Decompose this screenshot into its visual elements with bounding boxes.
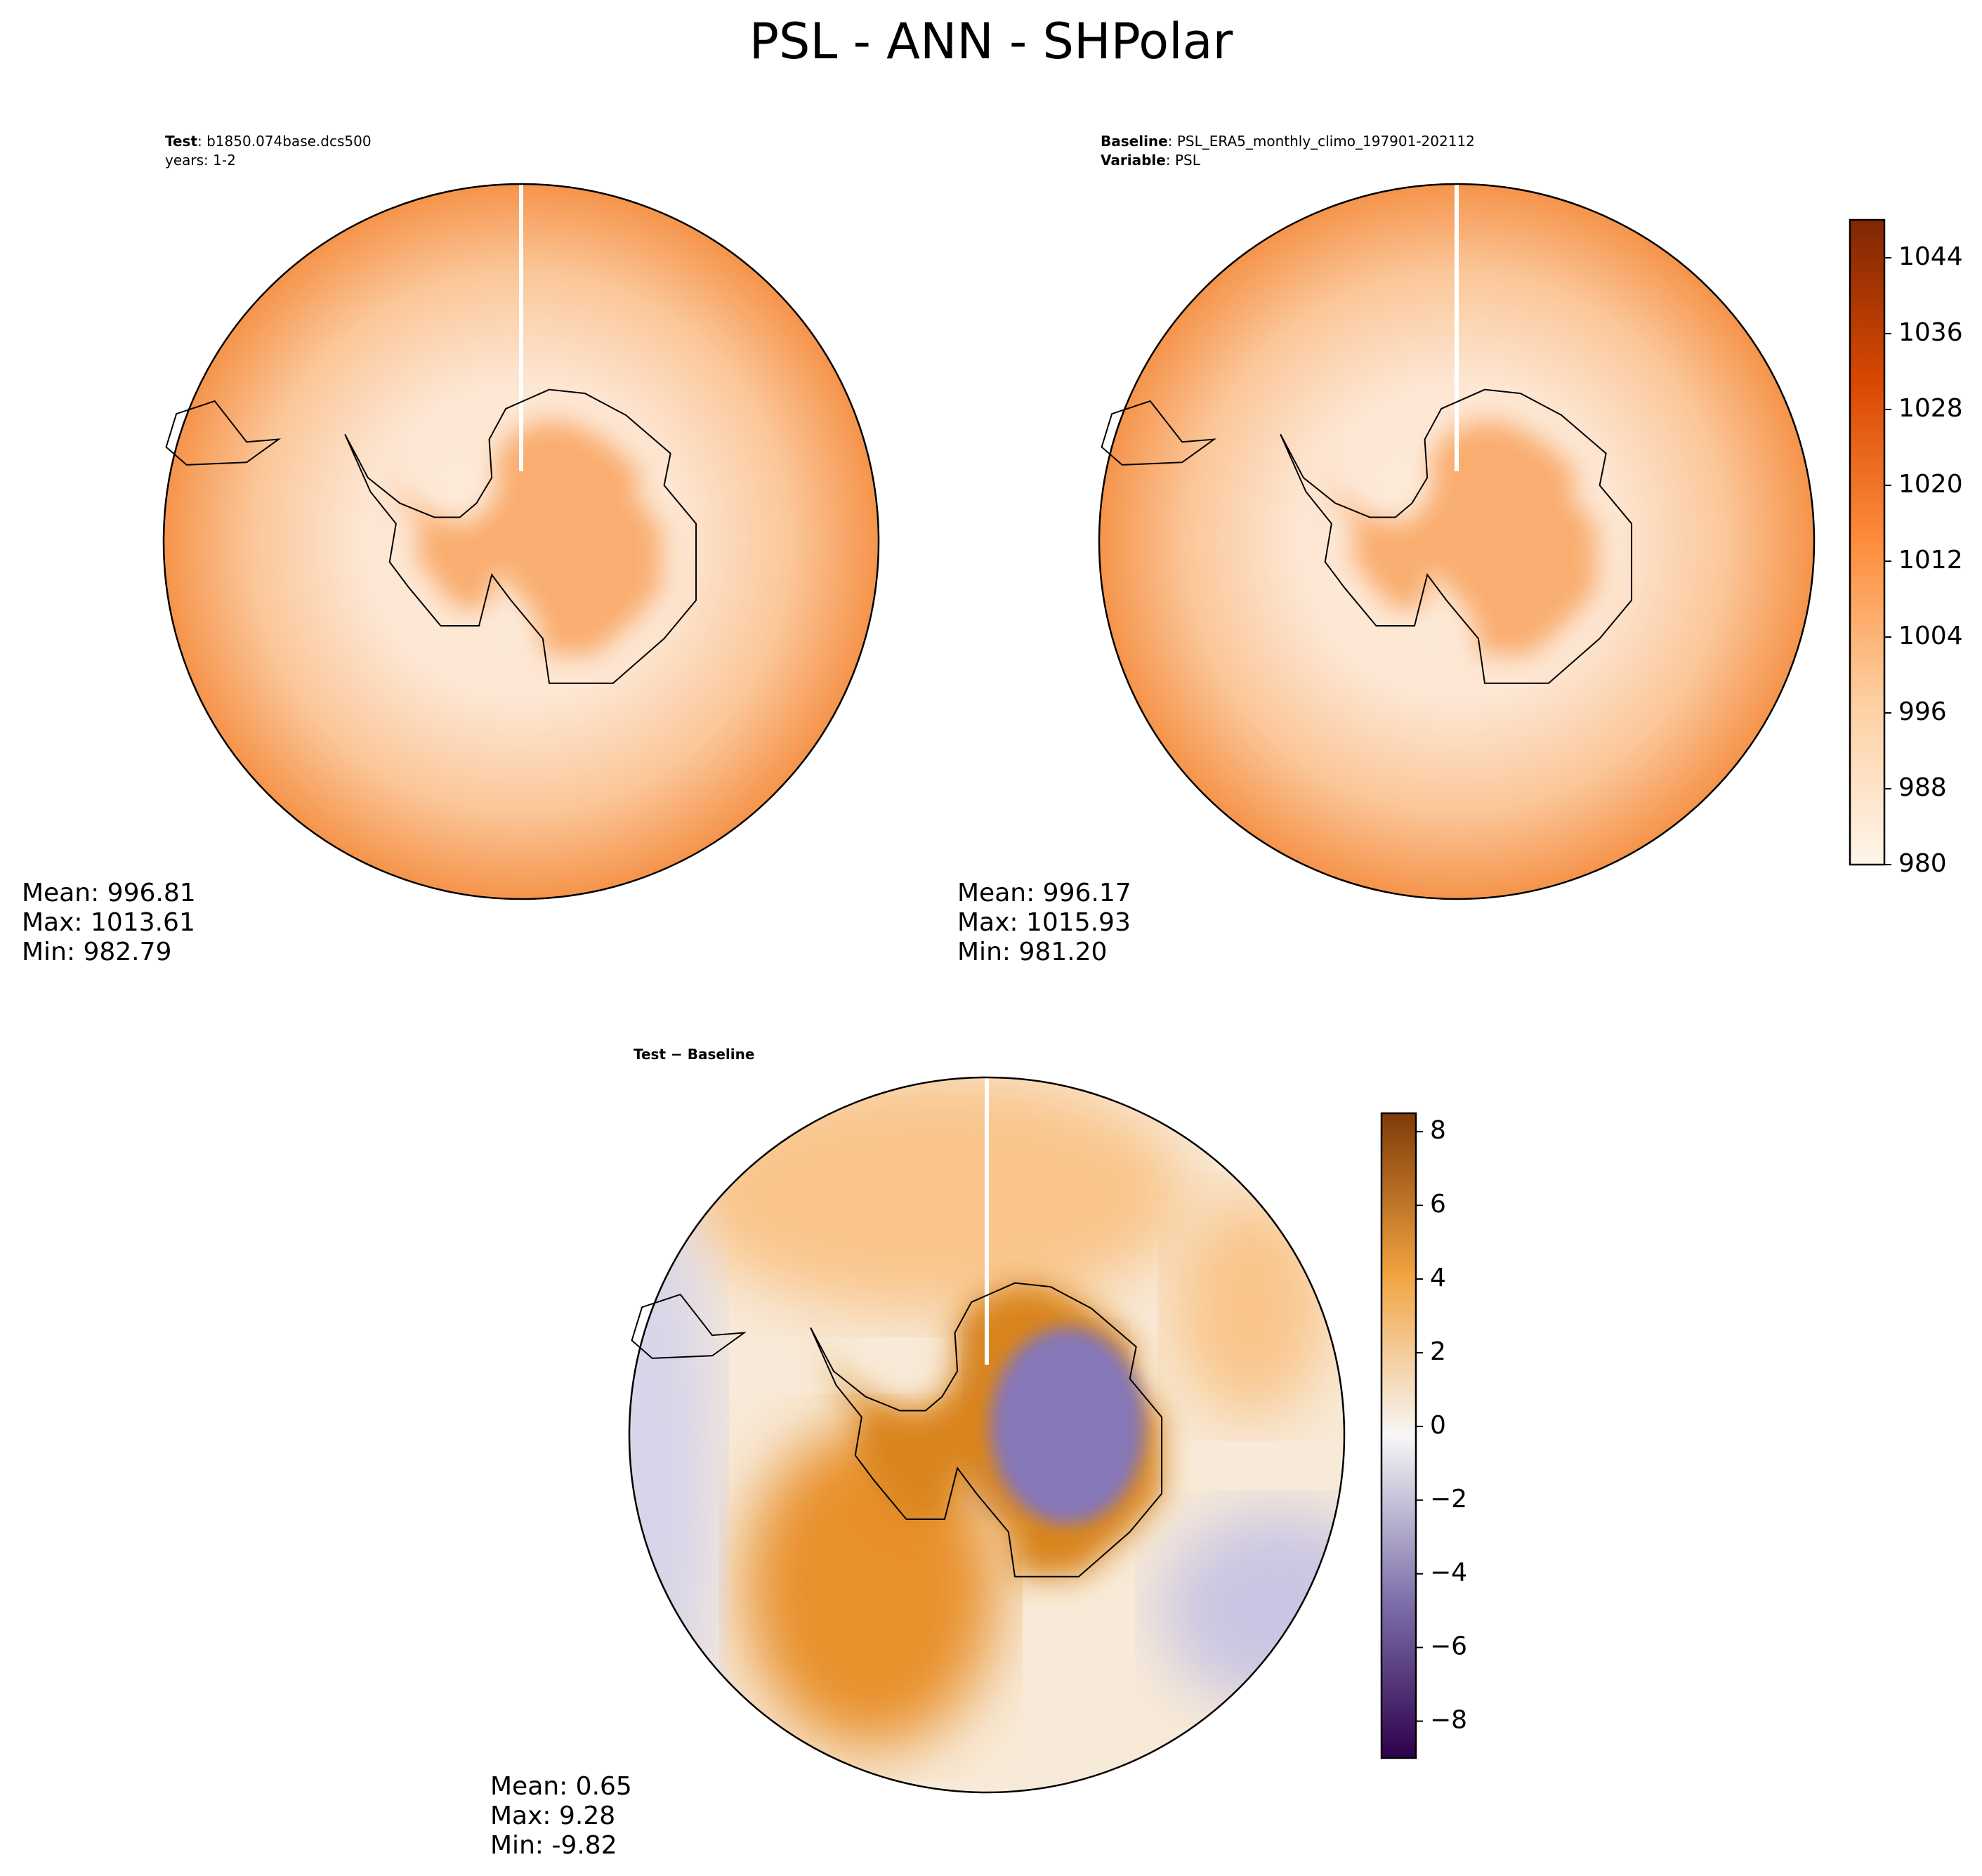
tick-label: 4 <box>1430 1264 1446 1292</box>
coastline <box>1280 390 1632 683</box>
map-border <box>162 183 880 900</box>
field-blob <box>990 1327 1145 1524</box>
panel-header: Variable: PSL <box>1101 152 1201 169</box>
tick-label: 1004 <box>1898 622 1963 650</box>
field-blob <box>681 1077 1187 1313</box>
stat-line: Min: 981.20 <box>957 938 1107 966</box>
header-text: : PSL_ERA5_monthly_climo_197901-202112 <box>1168 133 1475 150</box>
tick-label: 1028 <box>1898 394 1963 423</box>
tick-label: 1020 <box>1898 470 1963 499</box>
stat-line: Min: 982.79 <box>22 938 171 966</box>
field-blob <box>629 1194 716 1756</box>
stat-line: Max: 9.28 <box>490 1802 615 1830</box>
tick-label: 1012 <box>1898 546 1963 575</box>
stat-line: Mean: 996.81 <box>22 879 196 907</box>
coastline <box>632 1294 744 1358</box>
coastline <box>345 390 696 683</box>
panel-header: years: 1-2 <box>165 152 236 169</box>
header-text: : b1850.074base.dcs500 <box>197 133 372 150</box>
coastline <box>166 401 279 465</box>
stat-line: Mean: 0.65 <box>490 1772 632 1801</box>
figure-title: PSL - ANN - SHPolar <box>749 13 1233 70</box>
field-blob <box>1315 419 1597 655</box>
tick-label: 0 <box>1430 1411 1446 1440</box>
colorbar <box>1849 218 1886 866</box>
coastline <box>1102 401 1214 465</box>
coastline <box>810 1283 1162 1577</box>
field-blob <box>1159 1510 1344 1707</box>
panel-header: Test − Baseline <box>634 1046 754 1063</box>
header-text: : PSL <box>1166 152 1201 169</box>
difference-field <box>629 1077 1344 1792</box>
tick-label: 988 <box>1898 773 1947 802</box>
header-key: Test <box>165 133 197 150</box>
header-key: Baseline <box>1101 133 1168 150</box>
tick-label: 996 <box>1898 697 1947 726</box>
tick-label: 6 <box>1430 1190 1446 1219</box>
stat-line: Mean: 996.17 <box>957 879 1131 907</box>
colorbar <box>1380 1112 1417 1759</box>
tick-label: −8 <box>1430 1706 1467 1735</box>
tick-label: 1036 <box>1898 318 1963 347</box>
tick-label: 980 <box>1898 849 1947 878</box>
tick-label: 2 <box>1430 1337 1446 1366</box>
map-border <box>1098 183 1816 900</box>
field-blob <box>380 419 662 655</box>
stat-line: Max: 1015.93 <box>957 908 1131 937</box>
tick-label: 1044 <box>1898 242 1963 271</box>
header-text: years: 1-2 <box>165 152 236 169</box>
tick-label: 8 <box>1430 1116 1446 1145</box>
tick-label: −2 <box>1430 1485 1467 1514</box>
stat-line: Max: 1013.61 <box>22 908 195 937</box>
map-border <box>628 1076 1346 1794</box>
panel-header: Baseline: PSL_ERA5_monthly_climo_197901-… <box>1101 133 1475 150</box>
header-key: Variable <box>1101 152 1166 169</box>
header-key: Test − Baseline <box>634 1046 754 1063</box>
field-blob <box>1173 1194 1327 1419</box>
tick-label: −4 <box>1430 1559 1467 1587</box>
panel-header: Test: b1850.074base.dcs500 <box>165 133 372 150</box>
tick-label: −6 <box>1430 1632 1467 1661</box>
stat-line: Min: -9.82 <box>490 1831 617 1860</box>
